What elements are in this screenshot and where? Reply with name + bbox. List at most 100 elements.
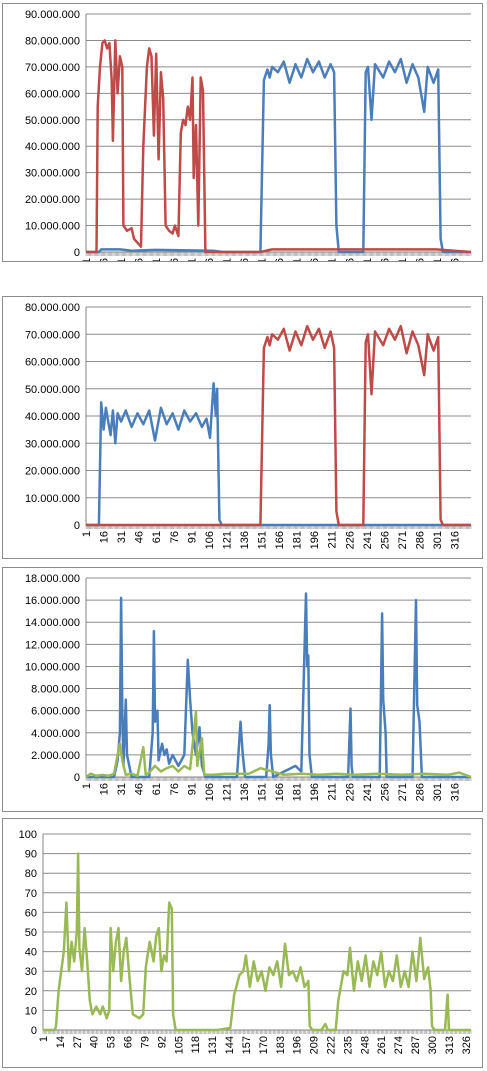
x-tick-label: 91 [186, 783, 198, 795]
y-tick-label: 6.000.000 [31, 706, 80, 718]
x-tick-label: 61 [151, 531, 163, 543]
x-tick-label: 166 [274, 783, 286, 801]
chart-3: 0 2.000.000 4.000.000 6.000.000 8.000.000 10.… [25, 573, 472, 801]
y-tick-label: 0 [74, 772, 80, 784]
x-tick-label: 286 [415, 783, 427, 801]
x-tick-label: 61 [151, 258, 163, 261]
x-tick-label: 287 [410, 1036, 422, 1054]
x-tick-label: 274 [393, 1036, 405, 1054]
x-tick-label: 256 [379, 258, 391, 261]
x-tick-label: 91 [186, 258, 198, 261]
x-tick-label: 196 [309, 258, 321, 261]
y-tick-label: 70.000.000 [25, 329, 80, 341]
x-tick-label: 271 [397, 258, 409, 261]
x-tick-label: 27 [72, 1036, 84, 1048]
x-tick-label: 261 [376, 1036, 388, 1054]
x-tick-label: 301 [432, 783, 444, 801]
chart-1: 0 10.000.000 20.000.000 30.000.000 40.000.00… [25, 9, 472, 261]
x-tick-label: 46 [134, 258, 146, 261]
series-line-green [43, 852, 471, 1032]
y-tick-label: 10.000.000 [25, 493, 80, 505]
x-tick-label: 256 [379, 531, 391, 549]
x-tick-label: 170 [258, 1036, 270, 1054]
y-tick-label: 90.000.000 [25, 9, 80, 21]
chart-panel-4: 0 10 20 30 40 50 60 70 80 90 100 1 14 27 40 53 66 79 92 105… [2, 818, 483, 1068]
chart-panel-1: 0 10.000.000 20.000.000 30.000.000 40.000.00… [2, 3, 483, 262]
x-tick-label: 66 [123, 1036, 135, 1048]
x-tick-label: 61 [151, 783, 163, 795]
x-tick-label: 226 [344, 258, 356, 261]
series-line-blue [86, 592, 471, 779]
x-tick-label: 286 [415, 258, 427, 261]
x-tick-label: 196 [309, 531, 321, 549]
y-tick-label: 40.000.000 [25, 411, 80, 423]
series-line-red [86, 324, 471, 527]
y-tick-label: 0 [74, 520, 80, 532]
y-tick-label: 4.000.000 [31, 728, 80, 740]
y-tick-label: 60.000.000 [25, 357, 80, 369]
x-tick-label: 76 [169, 531, 181, 543]
y-tick-label: 30 [25, 966, 37, 978]
x-tick-label: 46 [134, 783, 146, 795]
y-tick-label: 30.000.000 [25, 438, 80, 450]
chart-panel-2: 0 10.000.000 20.000.000 30.000.000 40.000.00… [2, 296, 483, 559]
x-tick-label: 181 [292, 258, 304, 261]
y-tick-label: 50.000.000 [25, 384, 80, 396]
series-line-red [86, 39, 472, 254]
y-tick-label: 50 [25, 927, 37, 939]
x-tick-label: 106 [204, 531, 216, 549]
y-tick-label: 40 [25, 947, 37, 959]
x-tick-label: 301 [432, 258, 444, 261]
x-tick-label: 136 [239, 531, 251, 549]
x-tick-label: 271 [397, 783, 409, 801]
x-tick-label: 121 [221, 531, 233, 549]
x-tick-label: 76 [169, 783, 181, 795]
y-tick-label: 50.000.000 [25, 115, 80, 127]
x-tick-label: 316 [450, 531, 462, 549]
x-tick-label: 211 [327, 531, 339, 549]
y-tick-label: 20.000.000 [25, 194, 80, 206]
y-tick-label: 10 [25, 1005, 37, 1017]
x-tick-label: 211 [327, 258, 339, 261]
x-tick-label: 151 [257, 531, 269, 549]
x-tick-label: 121 [221, 258, 233, 261]
chart-4: 0 10 20 30 40 50 60 70 80 90 100 1 14 27 40 53 66 79 92 105… [19, 829, 473, 1054]
y-tick-label: 80 [25, 868, 37, 880]
x-tick-label: 46 [134, 531, 146, 543]
y-tick-label: 70 [25, 888, 37, 900]
x-tick-label: 79 [139, 1036, 151, 1048]
y-tick-label: 60.000.000 [25, 88, 80, 100]
y-tick-label: 10.000.000 [25, 661, 80, 673]
x-tick-label: 76 [169, 258, 181, 261]
x-tick-label: 209 [309, 1036, 321, 1054]
x-tick-label: 92 [156, 1036, 168, 1048]
x-tick-label: 16 [99, 783, 111, 795]
x-tick-label: 226 [344, 783, 356, 801]
x-tick-label: 181 [292, 783, 304, 801]
x-tick-label: 121 [221, 783, 233, 801]
x-tick-label: 136 [239, 783, 251, 801]
x-tick-label: 118 [190, 1036, 202, 1054]
x-tick-label: 241 [362, 258, 374, 261]
y-tick-label: 14.000.000 [25, 617, 80, 629]
x-tick-label: 157 [241, 1036, 253, 1054]
x-tick-label: 53 [106, 1036, 118, 1048]
series-line-blue [86, 382, 471, 527]
x-tick-label: 300 [427, 1036, 439, 1054]
x-tick-label: 151 [257, 258, 269, 261]
y-tick-label: 20 [25, 986, 37, 998]
y-tick-label: 80.000.000 [25, 35, 80, 47]
y-tick-label: 10.000.000 [25, 221, 80, 233]
y-tick-label: 20.000.000 [25, 466, 80, 478]
x-tick-label: 241 [362, 531, 374, 549]
y-tick-label: 0 [74, 247, 80, 259]
y-tick-label: 60 [25, 907, 37, 919]
x-tick-label: 196 [292, 1036, 304, 1054]
x-tick-label: 316 [450, 258, 462, 261]
chart-2: 0 10.000.000 20.000.000 30.000.000 40.000.00… [25, 302, 472, 549]
x-tick-label: 301 [432, 531, 444, 549]
x-tick-label: 131 [207, 1036, 219, 1054]
x-tick-label: 222 [326, 1036, 338, 1054]
y-tick-label: 18.000.000 [25, 573, 80, 585]
x-tick-label: 106 [204, 258, 216, 261]
